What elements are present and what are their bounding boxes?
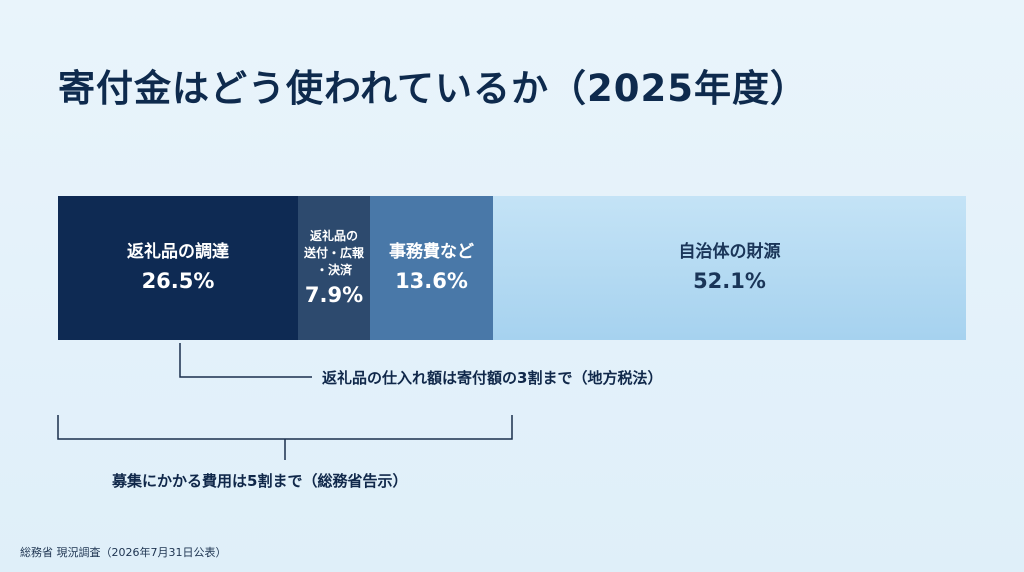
segment-label-line: 事務費など [389, 242, 474, 262]
segment-label: 自治体の財源 [679, 241, 781, 263]
segment-value: 13.6% [395, 269, 468, 293]
segment-label-line: 自治体の財源 [678, 242, 781, 262]
bar-segment-2: 返礼品の送付・広報・決済 7.9% [298, 196, 370, 340]
costs-bracket-line [57, 415, 513, 440]
source-note: 総務省 現況調査（2026年7月31日公表） [20, 546, 227, 559]
cost-cap-note: 募集にかかる費用は5割まで（総務省告示） [112, 472, 408, 490]
procurement-bracket-line [179, 343, 312, 378]
segment-value: 7.9% [304, 282, 364, 307]
segment-label: 返礼品の調達 [127, 241, 229, 263]
segment-label-line: 返礼品の調達 [127, 242, 229, 262]
segment-label-line: 送付・広報 [303, 245, 364, 260]
segment-value: 26.5% [141, 269, 215, 293]
procurement-cap-note: 返礼品の仕入れ額は寄付額の3割まで（地方税法） [322, 369, 663, 387]
bar-segment-1: 返礼品の調達 26.5% [58, 196, 298, 340]
bar-segment-3: 事務費など 13.6% [370, 196, 493, 340]
segment-label-line: ・決済 [315, 262, 352, 277]
segment-label-line: 返礼品の [309, 228, 358, 243]
segment-label: 事務費など [389, 241, 474, 263]
bar-segment-4: 自治体の財源 52.1% [493, 196, 966, 340]
segment-label: 返礼品の送付・広報・決済 [304, 228, 364, 279]
stacked-bar: 返礼品の調達 26.5% 返礼品の送付・広報・決済 7.9% 事務費など 13.6% 自治体… [58, 196, 966, 340]
chart-title: 寄付金はどう使われているか（2025年度） [58, 67, 809, 110]
segment-value: 52.1% [693, 269, 766, 293]
